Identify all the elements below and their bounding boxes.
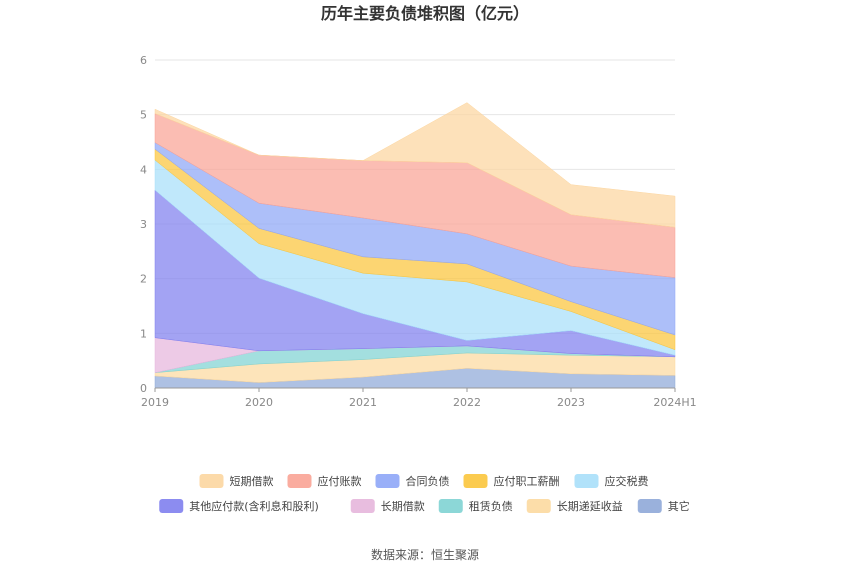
y-tick-label: 3 [140, 218, 147, 231]
x-tick-label: 2019 [141, 396, 169, 409]
axes: 0 1 2 3 4 5 6 2019 2020 2021 2022 2023 2024H1 [140, 54, 697, 409]
legend-item[interactable]: 合同负债 [375, 474, 450, 488]
legend-label: 短期借款 [230, 474, 274, 488]
legend-label: 其它 [668, 499, 690, 513]
x-tick-label: 2023 [557, 396, 585, 409]
legend-label: 长期借款 [381, 499, 425, 513]
legend-label: 应交税费 [605, 474, 649, 488]
legend-swatch [438, 499, 463, 513]
legend-label: 租赁负债 [469, 499, 513, 513]
legend-item[interactable]: 长期递延收益 [526, 499, 623, 513]
legend-label: 长期递延收益 [557, 499, 623, 513]
legend-swatch [159, 499, 184, 513]
legend-item[interactable]: 应付账款 [287, 474, 362, 488]
data-source: 数据来源：恒生聚源 [371, 547, 479, 562]
legend-swatch [574, 474, 599, 488]
area-series-9 [154, 102, 676, 228]
legend-item[interactable]: 应付职工薪酬 [463, 474, 560, 488]
legend-swatch [526, 499, 551, 513]
x-tick-label: 2020 [245, 396, 273, 409]
plot-areas [154, 102, 676, 389]
legend-swatch [375, 474, 400, 488]
y-tick-label: 2 [140, 273, 147, 286]
legend-swatch [350, 499, 375, 513]
y-tick-label: 1 [140, 327, 147, 340]
y-tick-label: 5 [140, 109, 147, 122]
y-tick-label: 4 [140, 163, 147, 176]
legend-swatch [287, 474, 312, 488]
legend-item[interactable]: 其它 [637, 499, 690, 513]
legend-label: 应付职工薪酬 [494, 474, 560, 488]
chart-title: 历年主要负债堆积图（亿元） [321, 4, 529, 23]
y-tick-label: 6 [140, 54, 147, 67]
legend-swatch [637, 499, 662, 513]
legend-item[interactable]: 应交税费 [574, 474, 649, 488]
x-tick-label: 2024H1 [653, 396, 696, 409]
legend-label: 其他应付款(含利息和股利) [189, 499, 319, 513]
legend-item[interactable]: 其他应付款(含利息和股利) [159, 499, 319, 513]
y-tick-label: 0 [140, 382, 147, 395]
x-tick-label: 2021 [349, 396, 377, 409]
legend-label: 合同负债 [406, 474, 450, 488]
legend-swatch [463, 474, 488, 488]
x-tick-label: 2022 [453, 396, 481, 409]
legend-label: 应付账款 [318, 474, 362, 488]
legend-item[interactable]: 短期借款 [199, 474, 274, 488]
legend-swatch [199, 474, 224, 488]
legend-item[interactable]: 长期借款 [350, 499, 425, 513]
legend-item[interactable]: 租赁负债 [438, 499, 513, 513]
